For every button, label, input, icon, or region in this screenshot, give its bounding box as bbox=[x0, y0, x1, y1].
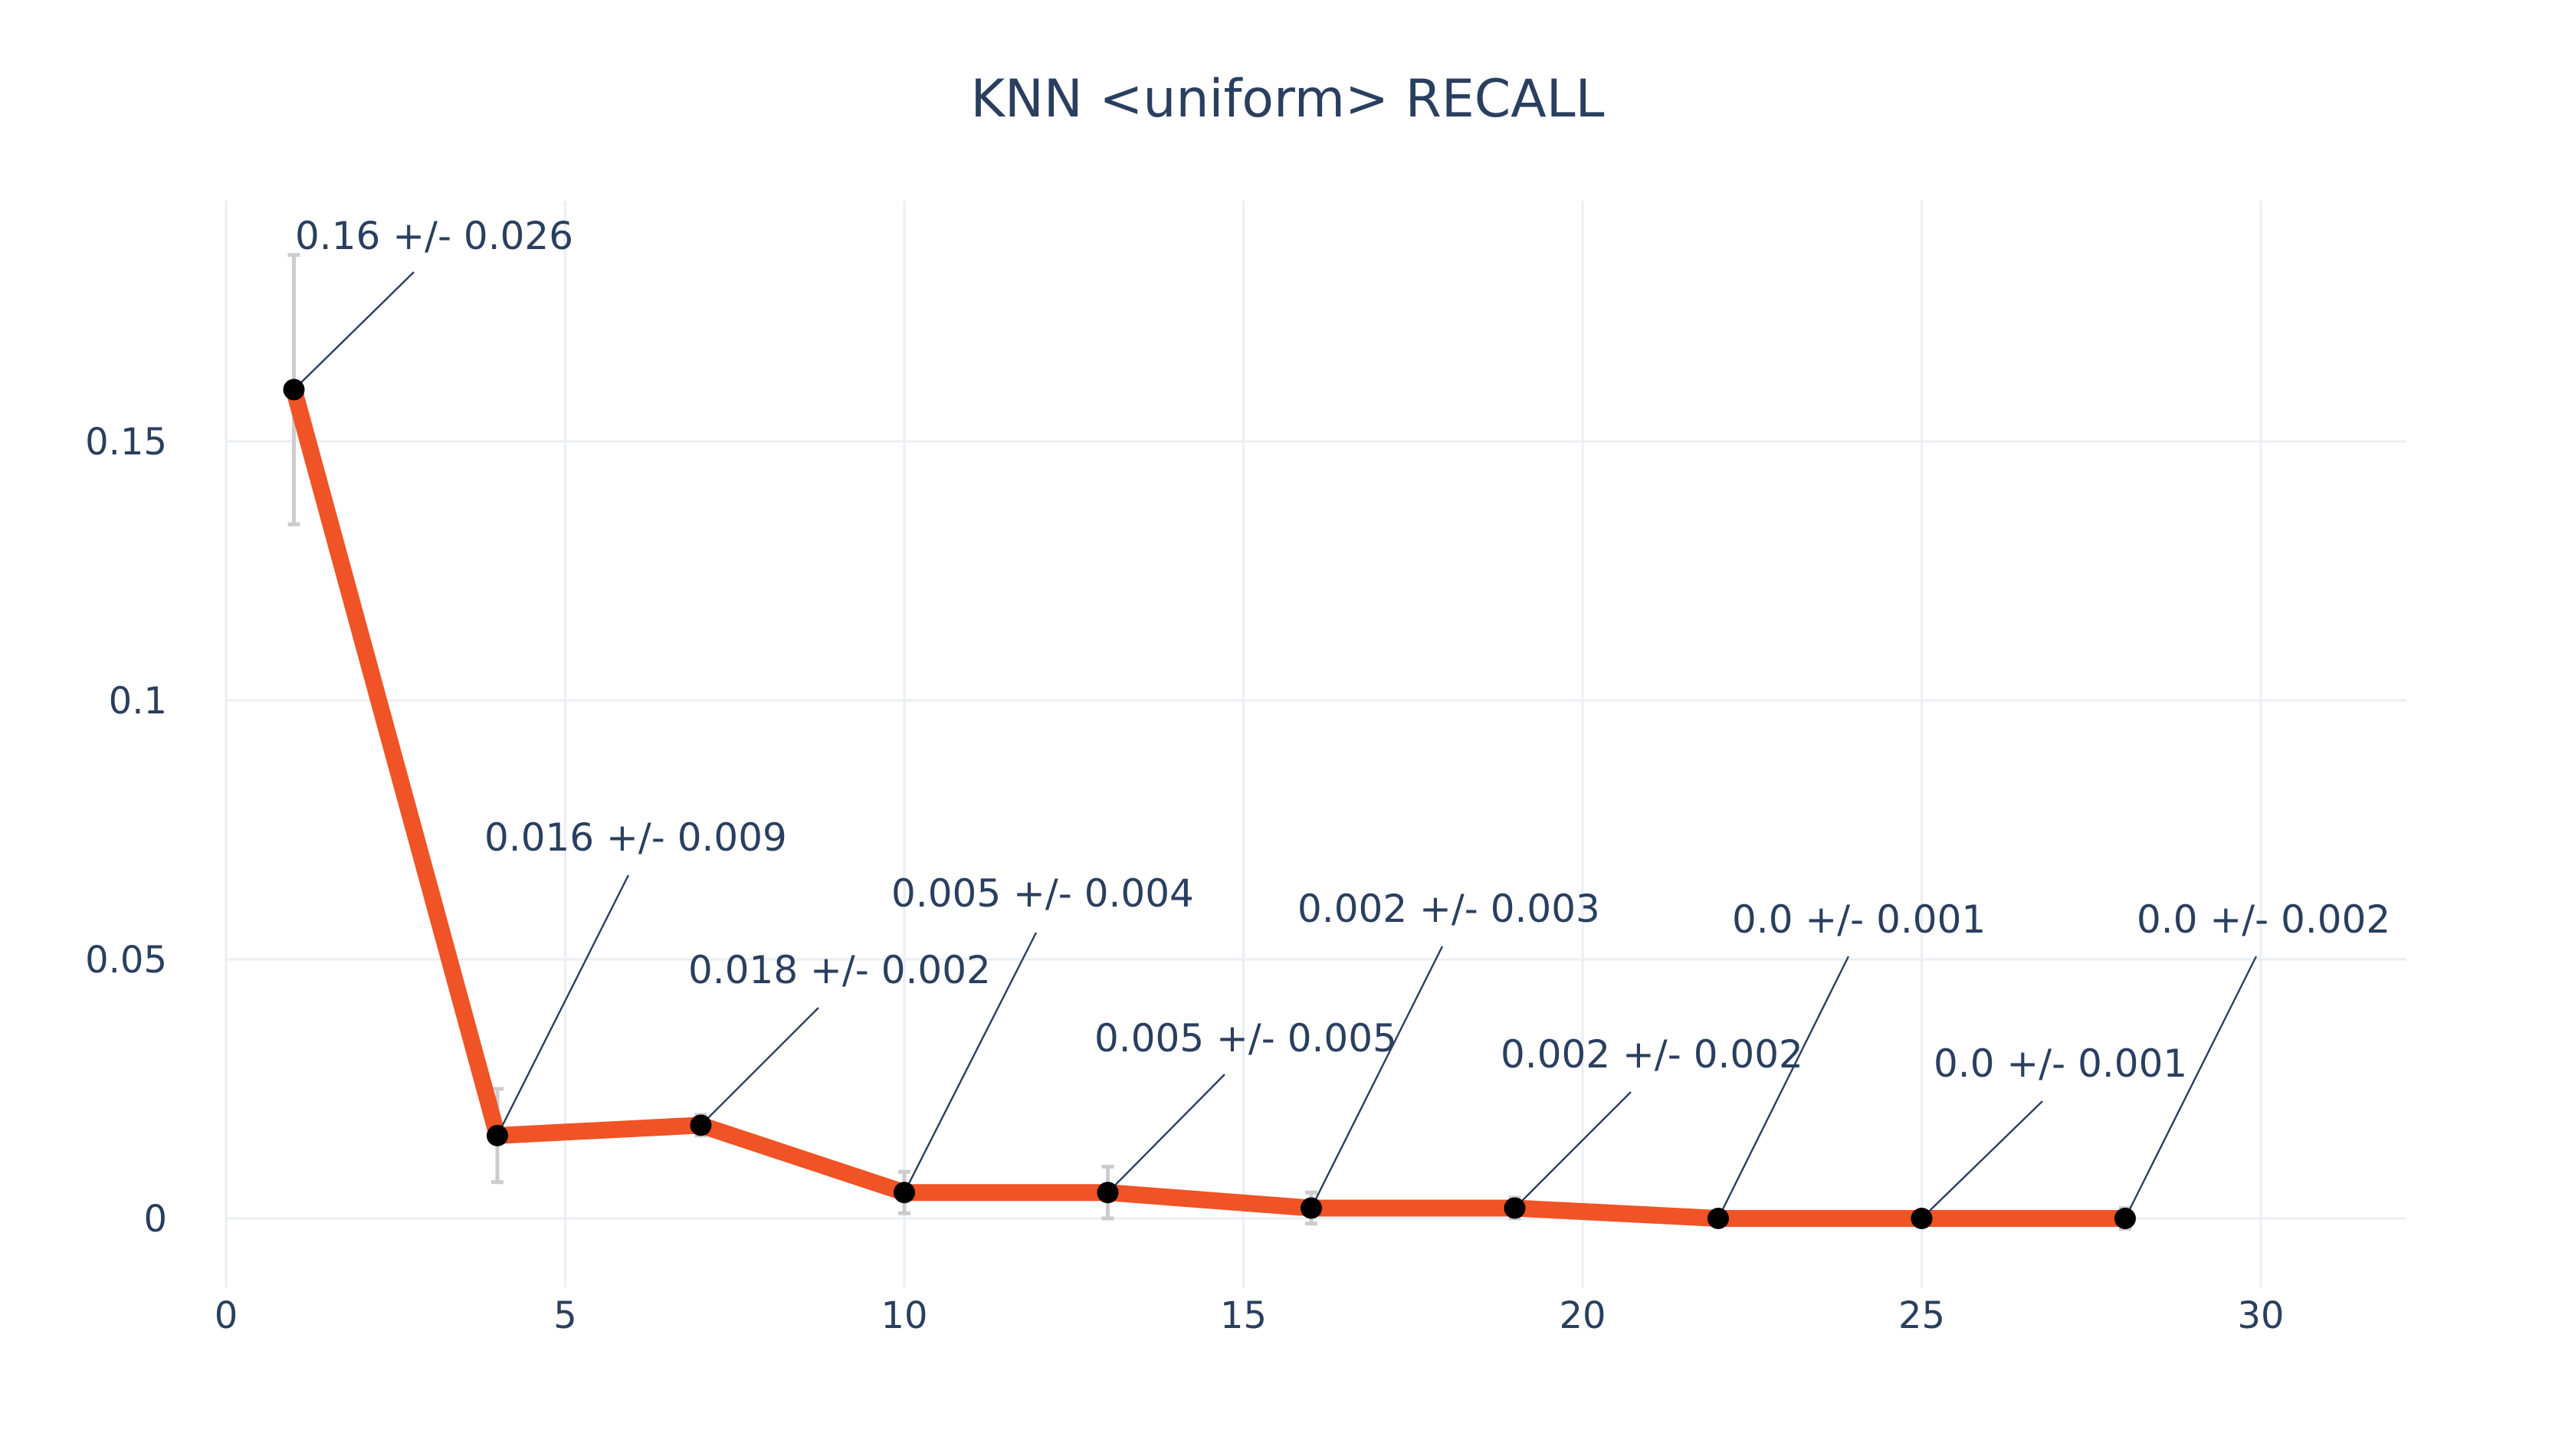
data-label: 0.005 +/- 0.005 bbox=[1094, 1016, 1397, 1061]
y-tick-label: 0 bbox=[143, 1198, 167, 1241]
data-point bbox=[894, 1182, 915, 1204]
y-tick-label: 0.05 bbox=[85, 939, 167, 982]
data-point bbox=[2114, 1208, 2136, 1229]
chart-title: KNN <uniform> RECALL bbox=[970, 69, 1604, 130]
data-label: 0.0 +/- 0.001 bbox=[1934, 1041, 2187, 1086]
x-tick-label: 0 bbox=[215, 1294, 238, 1337]
annotation-arrow bbox=[903, 932, 1038, 1193]
annotation-arrow bbox=[1107, 1074, 1225, 1194]
x-tick-label: 5 bbox=[553, 1294, 577, 1337]
data-label: 0.005 +/- 0.004 bbox=[891, 871, 1194, 916]
data-point bbox=[690, 1114, 712, 1136]
x-tick-label: 20 bbox=[1559, 1294, 1606, 1337]
annotation-labels: 0.16 +/- 0.026 0.016 +/- 0.009 0.018 +/- 0… bbox=[295, 214, 2390, 1086]
series-line bbox=[285, 381, 2134, 1227]
data-point bbox=[1504, 1197, 1526, 1219]
data-label: 0.002 +/- 0.003 bbox=[1297, 887, 1600, 931]
grid bbox=[225, 201, 2406, 1287]
data-point bbox=[283, 379, 305, 401]
data-label: 0.0 +/- 0.001 bbox=[1732, 897, 1986, 942]
data-label: 0.016 +/- 0.009 bbox=[484, 815, 787, 860]
y-tick-label: 0.1 bbox=[109, 680, 167, 723]
data-label: 0.018 +/- 0.002 bbox=[688, 948, 991, 992]
x-tick-label: 15 bbox=[1220, 1294, 1267, 1337]
annotation-arrow bbox=[700, 1007, 819, 1126]
data-points bbox=[283, 379, 2136, 1229]
annotation-arrow bbox=[1310, 946, 1444, 1209]
data-label: 0.0 +/- 0.002 bbox=[2137, 897, 2390, 942]
data-point bbox=[1301, 1197, 1322, 1219]
data-point bbox=[1707, 1208, 1729, 1229]
data-point bbox=[1097, 1182, 1119, 1204]
annotation-arrow bbox=[2124, 956, 2258, 1219]
x-tick-label: 30 bbox=[2237, 1294, 2284, 1337]
x-tick-label: 25 bbox=[1898, 1294, 1945, 1337]
data-point bbox=[1911, 1208, 1933, 1229]
data-point bbox=[487, 1124, 508, 1146]
annotation-arrow bbox=[293, 271, 415, 391]
annotation-arrow bbox=[1514, 1091, 1632, 1209]
data-label: 0.16 +/- 0.026 bbox=[295, 214, 573, 258]
x-tick-label: 10 bbox=[881, 1294, 927, 1337]
annotation-arrow bbox=[496, 874, 630, 1136]
annotation-arrows bbox=[293, 271, 2258, 1219]
annotation-arrow bbox=[1717, 956, 1850, 1219]
axis-tick-labels: 0 5 10 15 20 25 30 0 0.05 0.1 0.15 bbox=[85, 421, 2284, 1337]
annotation-arrow bbox=[1921, 1100, 2043, 1219]
series-line-group bbox=[285, 381, 2134, 1227]
data-label: 0.002 +/- 0.002 bbox=[1501, 1032, 1803, 1077]
y-tick-label: 0.15 bbox=[85, 421, 167, 464]
